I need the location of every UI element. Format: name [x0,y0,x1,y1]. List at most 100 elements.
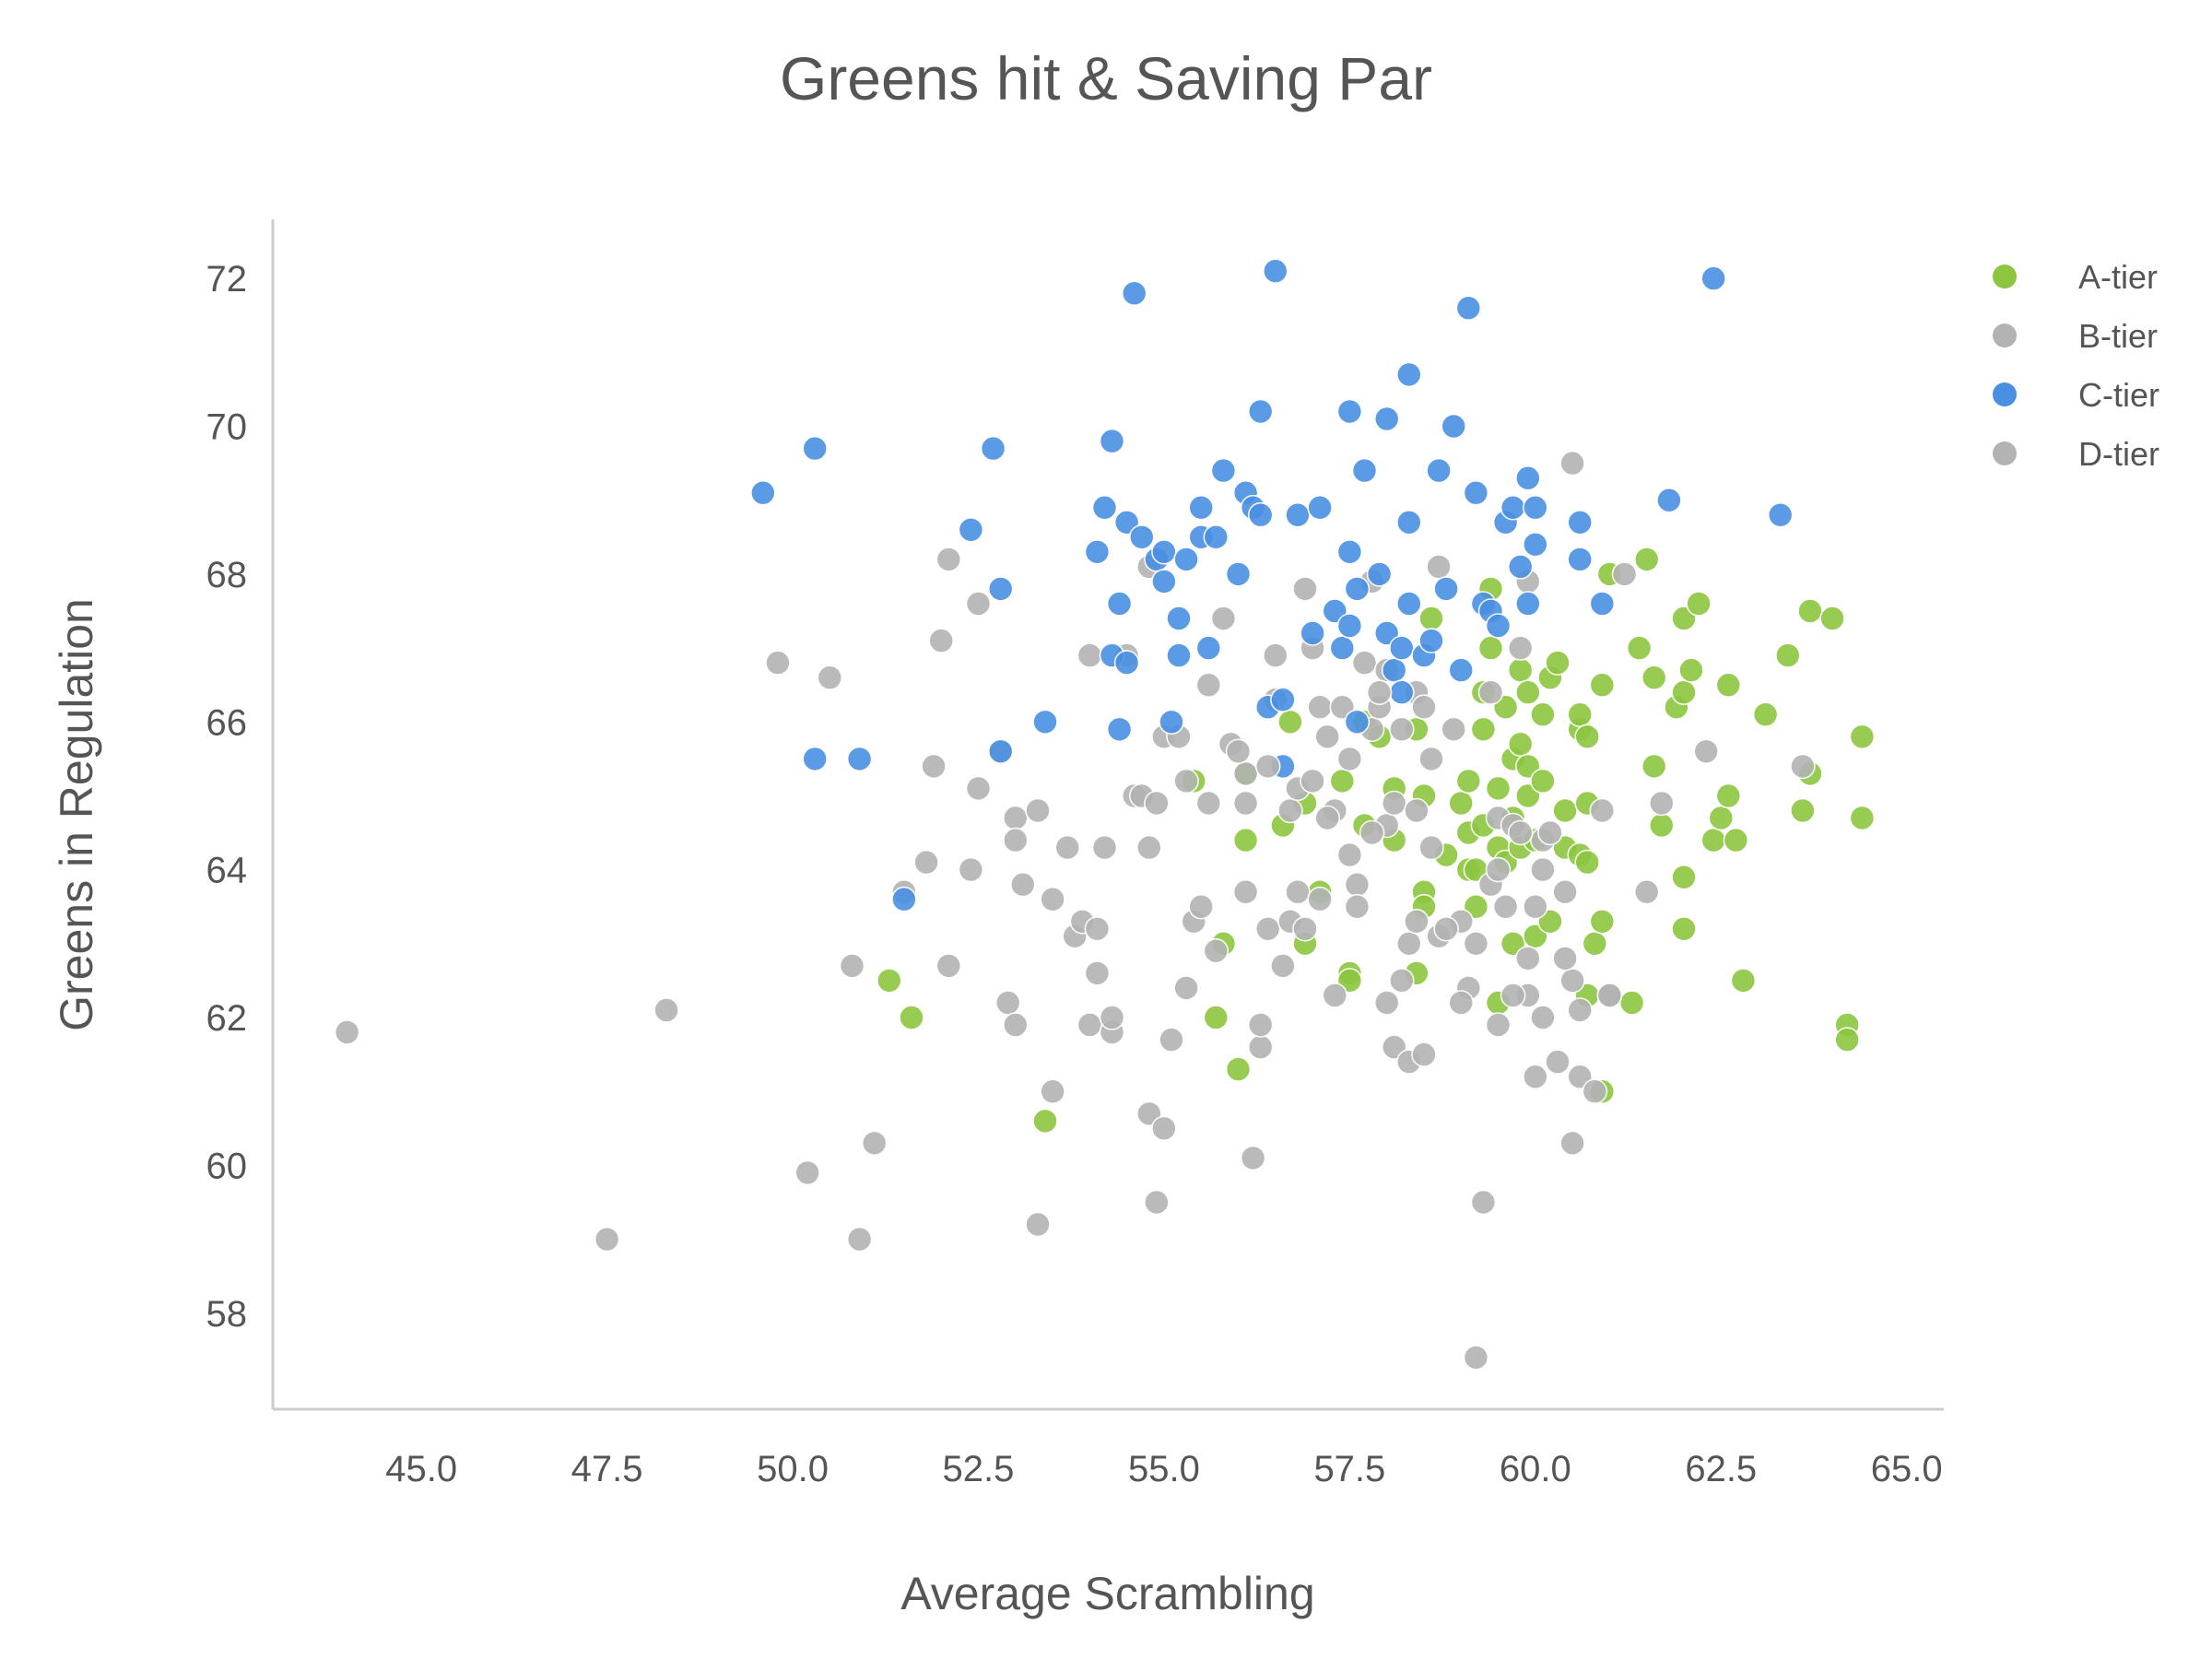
data-point [1426,457,1452,484]
data-point [1166,642,1192,668]
data-point [794,1159,821,1186]
data-point [1507,731,1534,758]
y-tick-label: 68 [206,555,248,595]
points-layer [334,258,1876,1371]
data-point [958,516,984,543]
data-point [802,746,829,772]
data-point [1195,790,1222,817]
data-point [1596,982,1623,1008]
data-point [1003,1012,1029,1038]
data-point [1418,628,1444,653]
data-point [1077,1012,1103,1038]
data-point [1270,687,1296,713]
data-point [1671,679,1697,706]
data-point [1530,701,1556,728]
data-point [1567,547,1593,572]
data-point [1693,738,1719,765]
data-point [1159,709,1184,735]
data-point [1188,893,1214,920]
data-point [1515,591,1541,617]
data-point [334,1019,360,1045]
x-tick-label: 50.0 [757,1449,829,1489]
data-point [1626,635,1653,661]
data-point [1366,679,1393,706]
data-point [1530,1005,1556,1030]
data-point [1077,642,1103,668]
data-point [653,997,679,1023]
data-point [1263,258,1288,284]
legend-label: D-tier [2078,435,2159,473]
y-tick-label: 66 [206,702,248,743]
data-point [1441,716,1466,743]
data-point [1344,709,1371,735]
data-point [861,1130,888,1157]
data-point [1567,997,1593,1023]
data-point [1225,561,1252,587]
data-point [1173,547,1199,572]
data-point [958,856,984,883]
data-point [1574,849,1600,876]
data-point [1404,908,1430,935]
data-point [1329,768,1356,794]
data-point [1025,1211,1051,1238]
data-point [1106,591,1133,617]
data-point [1470,1189,1497,1216]
data-point [1292,576,1318,602]
data-point [1040,1078,1065,1104]
x-tick-label: 60.0 [1500,1449,1571,1489]
legend-marker [1993,324,2017,347]
data-point [1515,679,1541,706]
data-point [1344,893,1371,920]
data-point [1247,1034,1274,1060]
legend-item: A-tier [1993,258,2158,296]
data-point [1389,716,1415,743]
data-point [1232,827,1259,853]
series-a-tier [876,547,1876,1135]
data-point [1611,561,1638,587]
data-point [1671,915,1697,942]
data-point [1730,968,1757,994]
x-axis-label: Average Scrambling [900,1568,1314,1619]
data-point [1545,650,1571,676]
data-point [1507,657,1534,683]
legend-item: C-tier [1993,376,2159,414]
data-point [1151,538,1177,565]
data-point [1210,606,1237,631]
data-point [1523,494,1548,521]
legend-marker [1993,441,2017,465]
data-point [1292,915,1318,942]
data-point [1195,635,1222,661]
y-tick-label: 58 [206,1294,248,1335]
y-tick-label: 64 [206,851,248,891]
data-point [1418,746,1444,772]
data-point [1336,398,1363,425]
data-point [1411,694,1437,721]
data-point [1433,915,1459,942]
data-point [1300,620,1325,646]
data-point [935,547,962,572]
data-point [1715,782,1742,809]
data-point [1678,657,1704,683]
data-point [1203,938,1230,964]
data-point [1396,591,1422,617]
data-point [1307,494,1333,521]
data-point [1797,598,1823,624]
data-point [1752,701,1779,728]
data-point [1426,554,1452,580]
data-point [1203,524,1230,550]
data-point [1307,694,1333,721]
data-point [1567,509,1593,535]
data-point [1656,487,1682,513]
data-point [1700,265,1726,291]
x-tick-label: 57.5 [1313,1449,1385,1489]
data-point [987,738,1014,765]
data-point [1121,280,1147,307]
data-point [1381,657,1407,683]
data-point [1277,709,1303,735]
legend-label: B-tier [2078,317,2158,355]
data-point [1054,834,1080,861]
data-point [928,628,955,653]
data-point [1418,606,1444,631]
data-point [1359,819,1385,846]
